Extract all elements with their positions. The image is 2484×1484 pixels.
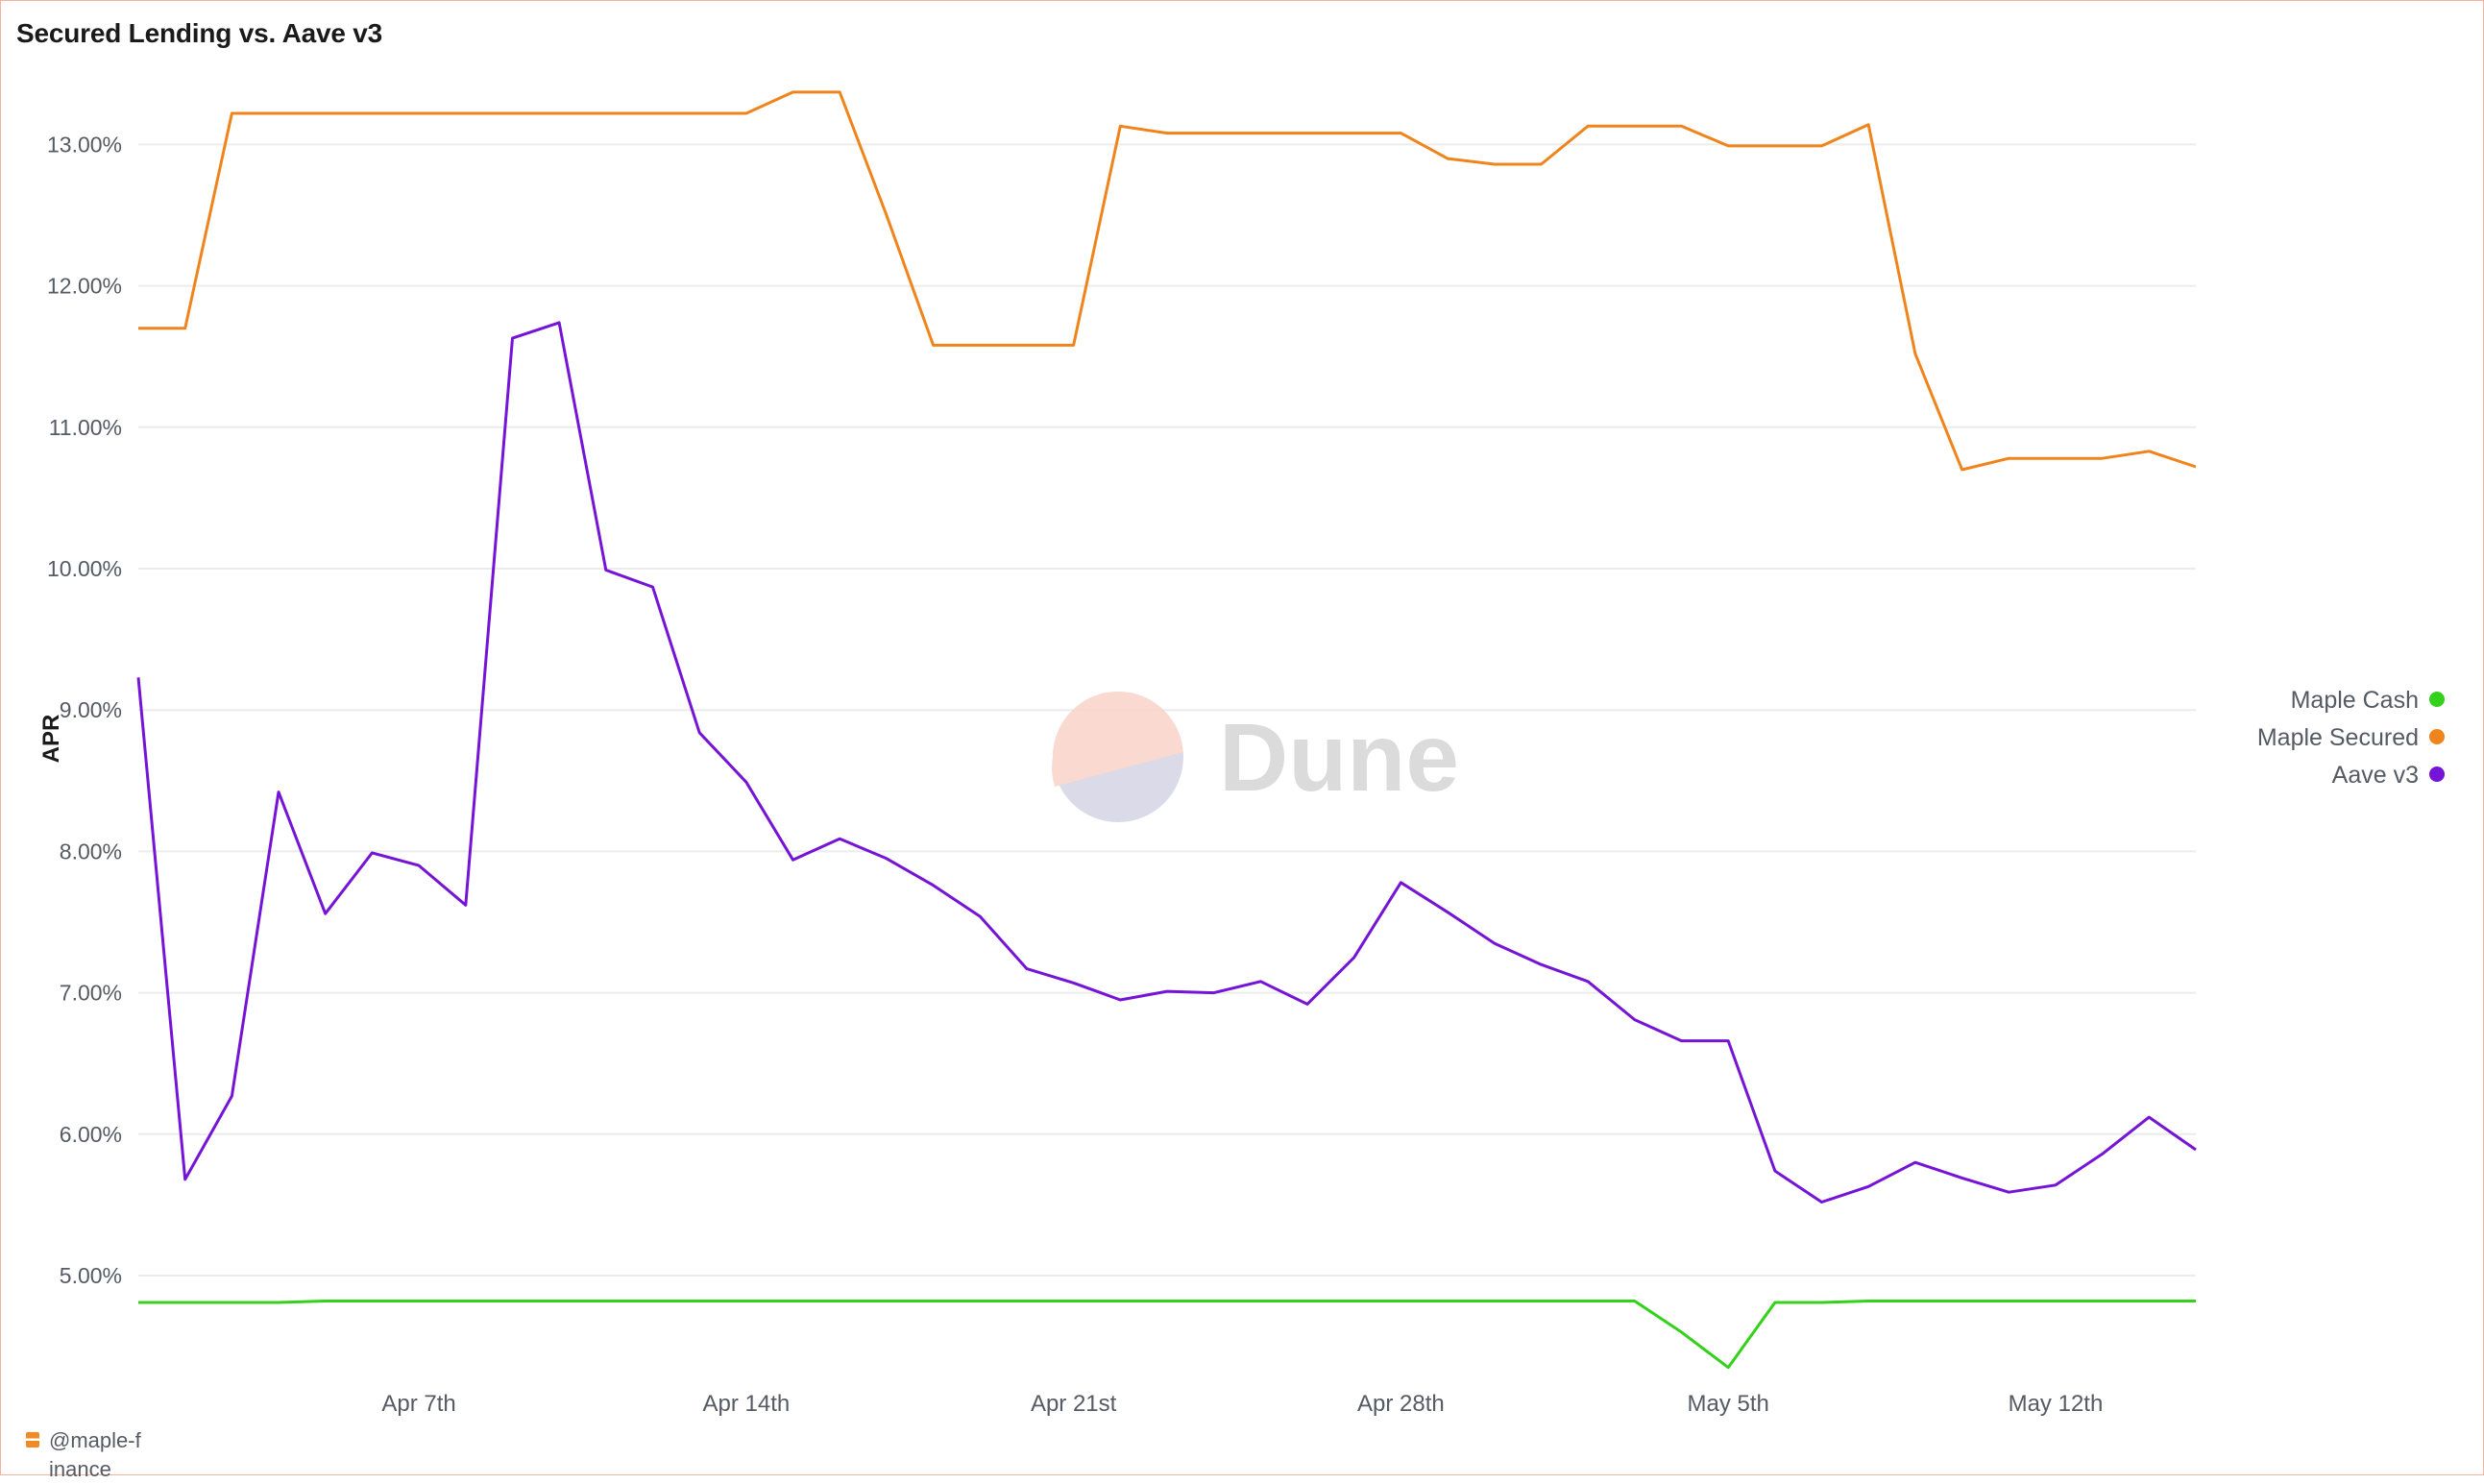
legend-item-aave-v3[interactable]: Aave v3	[2332, 762, 2445, 789]
y-tick-label: 13.00%	[47, 132, 122, 157]
y-tick-label: 11.00%	[49, 415, 122, 440]
x-tick-label: Apr 7th	[381, 1391, 455, 1417]
x-tick-label: May 12th	[2009, 1391, 2104, 1417]
y-tick-label: 9.00%	[60, 697, 122, 722]
y-tick-label: 6.00%	[60, 1122, 122, 1147]
x-tick-label: Apr 21st	[1031, 1391, 1117, 1417]
legend-label: Maple Secured	[2257, 724, 2419, 751]
legend-item-maple-cash[interactable]: Maple Cash	[2291, 687, 2445, 714]
watermark-text: Dune	[1219, 704, 1459, 812]
grid-lines	[138, 143, 2196, 1277]
legend-label: Aave v3	[2332, 762, 2419, 789]
y-tick-label: 10.00%	[47, 556, 122, 581]
author-name: @maple-finance	[49, 1428, 141, 1481]
maple-logo-icon	[26, 1432, 39, 1448]
author-credit[interactable]: @maple-finance	[26, 1426, 145, 1484]
maple-secured-line[interactable]	[138, 90, 2197, 472]
legend-swatch	[2429, 766, 2445, 782]
y-tick-label: 7.00%	[60, 981, 122, 1006]
legend: Maple Cash Maple Secured Aave v3	[2257, 687, 2445, 789]
legend-label: Maple Cash	[2291, 687, 2419, 714]
y-tick-label: 8.00%	[60, 839, 122, 864]
y-axis-ticks: 5.00% 6.00% 7.00% 8.00% 9.00% 10.00% 11.00% 12.…	[47, 132, 122, 1288]
x-axis-ticks: Apr 7th Apr 14th Apr 21st Apr 28th May 5th Ma…	[381, 1391, 2103, 1417]
y-axis-label: APR	[38, 715, 64, 764]
aave-v3-line[interactable]	[136, 321, 2197, 1204]
x-tick-label: Apr 14th	[702, 1391, 790, 1417]
x-tick-label: Apr 28th	[1357, 1391, 1445, 1417]
y-tick-label: 5.00%	[60, 1263, 122, 1288]
watermark-logo-top	[1052, 692, 1183, 787]
chart-title: Secured Lending vs. Aave v3	[16, 18, 383, 48]
series-lines	[136, 90, 2197, 1370]
maple-cash-line[interactable]	[138, 1300, 2196, 1370]
dune-watermark: Dune	[1052, 692, 1459, 822]
legend-item-maple-secured[interactable]: Maple Secured	[2257, 724, 2445, 751]
y-tick-label: 12.00%	[47, 274, 122, 299]
legend-swatch	[2429, 692, 2445, 707]
legend-swatch	[2429, 729, 2445, 744]
x-tick-label: May 5th	[1687, 1391, 1768, 1417]
